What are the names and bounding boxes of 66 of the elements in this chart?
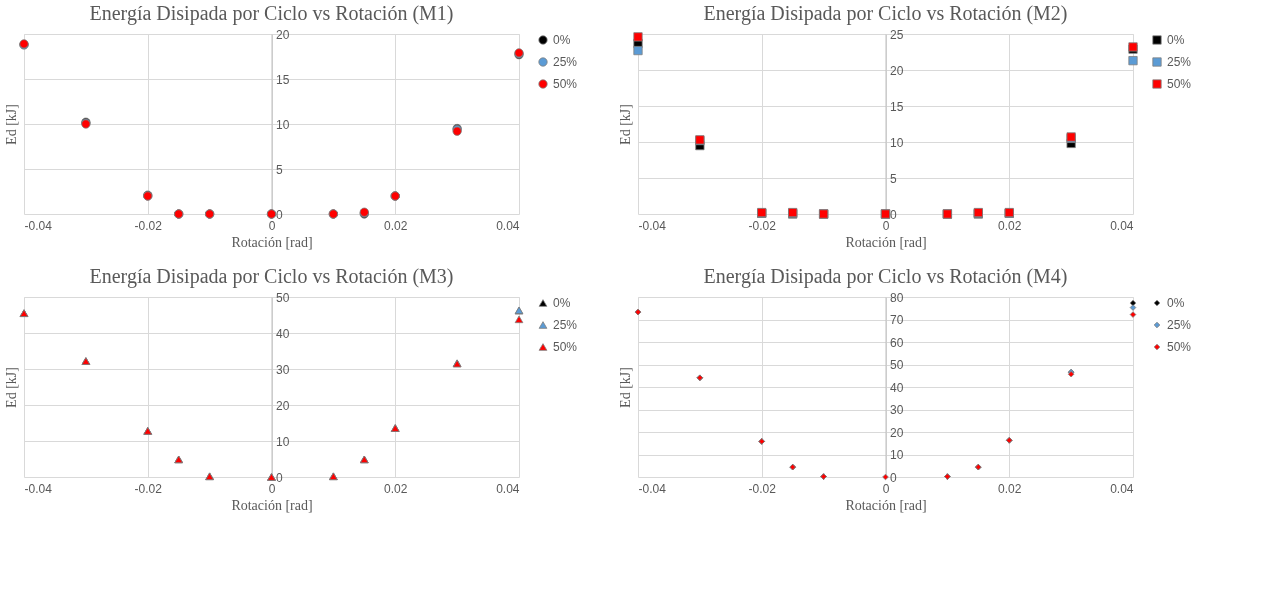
x-tick-label: 0.04 <box>496 218 520 233</box>
x-tick-label: -0.02 <box>748 481 777 496</box>
y-tick-label: 20 <box>890 63 904 78</box>
legend-label: 50% <box>1167 77 1192 91</box>
y-tick-label: 50 <box>890 358 904 372</box>
x-tick-label: -0.02 <box>748 218 777 233</box>
x-tick-label: -0.02 <box>134 218 163 233</box>
legend-label: 25% <box>553 55 578 69</box>
legend-label: 25% <box>1167 318 1192 332</box>
legend-label: 0% <box>1167 33 1185 47</box>
legend-label: 50% <box>1167 340 1192 354</box>
y-tick-label: 30 <box>890 403 904 417</box>
y-tick-label: 0 <box>890 470 897 485</box>
x-tick-label: -0.02 <box>134 481 163 496</box>
x-tick-label: 0.02 <box>384 218 408 233</box>
y-axis-title: Ed [kJ] <box>3 367 19 408</box>
x-tick-label: -0.04 <box>638 218 667 233</box>
chart-title: Energía Disipada por Ciclo vs Rotación (M2) <box>703 2 1068 25</box>
x-tick-label: 0.02 <box>998 481 1022 496</box>
x-axis-title: Rotación [rad] <box>845 497 927 513</box>
x-tick-label: 0.02 <box>998 218 1022 233</box>
y-tick-label: 80 <box>890 290 904 305</box>
chart-title: Energía Disipada por Ciclo vs Rotación (M3) <box>89 265 454 288</box>
y-tick-label: 60 <box>890 335 904 350</box>
x-tick-label: -0.04 <box>24 481 53 496</box>
y-tick-label: 40 <box>890 380 904 395</box>
legend-label: 25% <box>553 318 578 332</box>
legend-label: 50% <box>553 340 578 354</box>
x-tick-label: -0.04 <box>24 218 53 233</box>
x-axis-title: Rotación [rad] <box>845 234 927 250</box>
x-axis-title: Rotación [rad] <box>231 234 313 250</box>
legend-label: 0% <box>1167 296 1185 310</box>
x-tick-label: 0.04 <box>496 481 520 496</box>
y-tick-label: 15 <box>276 72 290 87</box>
chart-title: Energía Disipada por Ciclo vs Rotación (M4) <box>703 265 1068 288</box>
y-tick-label: 20 <box>276 27 290 42</box>
legend-label: 50% <box>553 77 578 91</box>
y-tick-label: 10 <box>890 135 904 150</box>
legend-label: 25% <box>1167 55 1192 69</box>
x-axis-title: Rotación [rad] <box>231 497 313 513</box>
y-tick-label: 15 <box>890 99 904 114</box>
y-tick-label: 10 <box>276 434 290 449</box>
y-tick-label: 25 <box>890 27 904 42</box>
y-axis-title: Ed [kJ] <box>617 104 633 145</box>
y-axis-title: Ed [kJ] <box>617 367 633 408</box>
y-tick-label: 0 <box>276 470 283 485</box>
y-tick-label: 40 <box>276 326 290 341</box>
chart-title: Energía Disipada por Ciclo vs Rotación (M1) <box>89 2 454 25</box>
x-tick-label: -0.04 <box>638 481 667 496</box>
y-axis-title: Ed [kJ] <box>3 104 19 145</box>
y-tick-label: 5 <box>276 162 283 177</box>
x-tick-label: 0.04 <box>1110 481 1134 496</box>
x-tick-label: 0.04 <box>1110 218 1134 233</box>
legend-label: 0% <box>553 296 571 310</box>
y-tick-label: 20 <box>890 425 904 440</box>
y-tick-label: 0 <box>890 207 897 222</box>
y-tick-label: 10 <box>276 117 290 132</box>
x-tick-label: 0.02 <box>384 481 408 496</box>
y-tick-label: 30 <box>276 362 290 377</box>
legend-label: 0% <box>553 33 571 47</box>
y-tick-label: 70 <box>890 313 904 327</box>
y-tick-label: 50 <box>276 290 290 305</box>
y-tick-label: 10 <box>890 448 904 462</box>
y-tick-label: 5 <box>890 171 897 186</box>
y-tick-label: 20 <box>276 398 290 413</box>
y-tick-label: 0 <box>276 207 283 222</box>
